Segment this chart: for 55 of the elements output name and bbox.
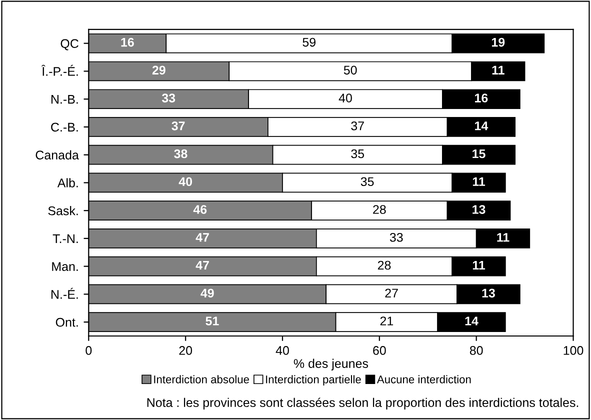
x-tick-label: 0 xyxy=(86,346,92,355)
text: Nota : les provinces sont classées selon la proportion des interdictions totales. xyxy=(147,398,578,410)
data-label: 19 xyxy=(492,38,505,47)
y-tick-label: Canada xyxy=(36,150,79,160)
x-tick-label: 80 xyxy=(470,346,483,355)
data-label: 16 xyxy=(121,38,134,47)
data-label: 37 xyxy=(351,121,364,130)
y-tick-label: Alb. xyxy=(57,178,78,188)
data-label: 13 xyxy=(482,288,495,298)
x-tick-label: 20 xyxy=(179,346,192,355)
data-label: 40 xyxy=(178,177,192,186)
data-label: 13 xyxy=(472,205,486,214)
x-axis-title: % des jeunes xyxy=(294,358,368,370)
data-label: 49 xyxy=(200,288,214,298)
data-label: 29 xyxy=(152,66,166,75)
x-tick-label: 60 xyxy=(373,346,386,355)
data-label: 35 xyxy=(351,149,364,158)
x-tick-label: 40 xyxy=(276,346,289,355)
data-label: 28 xyxy=(373,205,386,214)
data-label: 16 xyxy=(475,94,488,102)
y-tick-label: T.-N. xyxy=(52,234,78,243)
y-tick-label: QC xyxy=(60,39,78,50)
data-label: 15 xyxy=(472,149,486,158)
data-label: 27 xyxy=(385,288,398,298)
data-label: 11 xyxy=(492,66,504,74)
data-label: 51 xyxy=(206,316,219,326)
data-label: 33 xyxy=(390,232,403,242)
legend-label: Interdiction absolue xyxy=(154,375,249,384)
x-tick-label: 100 xyxy=(564,346,584,355)
data-label: 28 xyxy=(378,260,391,270)
data-label: 11 xyxy=(472,177,486,186)
legend-label: Interdiction partielle xyxy=(266,375,361,386)
data-label: 37 xyxy=(172,121,185,130)
data-label: 21 xyxy=(380,316,394,326)
legend-label: Aucune interdiction xyxy=(376,375,471,384)
data-label: 47 xyxy=(196,260,209,270)
y-tick-label: N.-É. xyxy=(51,288,78,299)
data-label: 14 xyxy=(465,316,478,326)
data-label: 11 xyxy=(472,260,486,270)
data-label: 38 xyxy=(174,149,188,158)
y-tick-label: Sask. xyxy=(48,206,78,216)
data-label: 50 xyxy=(344,66,357,75)
y-tick-label: C.-B. xyxy=(51,122,78,132)
y-tick-label: N.-B. xyxy=(51,95,78,104)
y-tick-label: Î.-P.-É. xyxy=(41,64,78,76)
data-label: 14 xyxy=(475,122,488,130)
data-label: 40 xyxy=(338,94,352,102)
data-label: 35 xyxy=(360,177,374,186)
y-tick-label: Ont. xyxy=(56,318,78,327)
y-tick-label: Man. xyxy=(52,262,78,271)
data-label: 46 xyxy=(193,205,207,214)
data-label: 59 xyxy=(302,38,316,47)
data-label: 47 xyxy=(196,233,209,242)
data-label: 33 xyxy=(162,94,176,102)
data-label: 11 xyxy=(497,233,510,242)
